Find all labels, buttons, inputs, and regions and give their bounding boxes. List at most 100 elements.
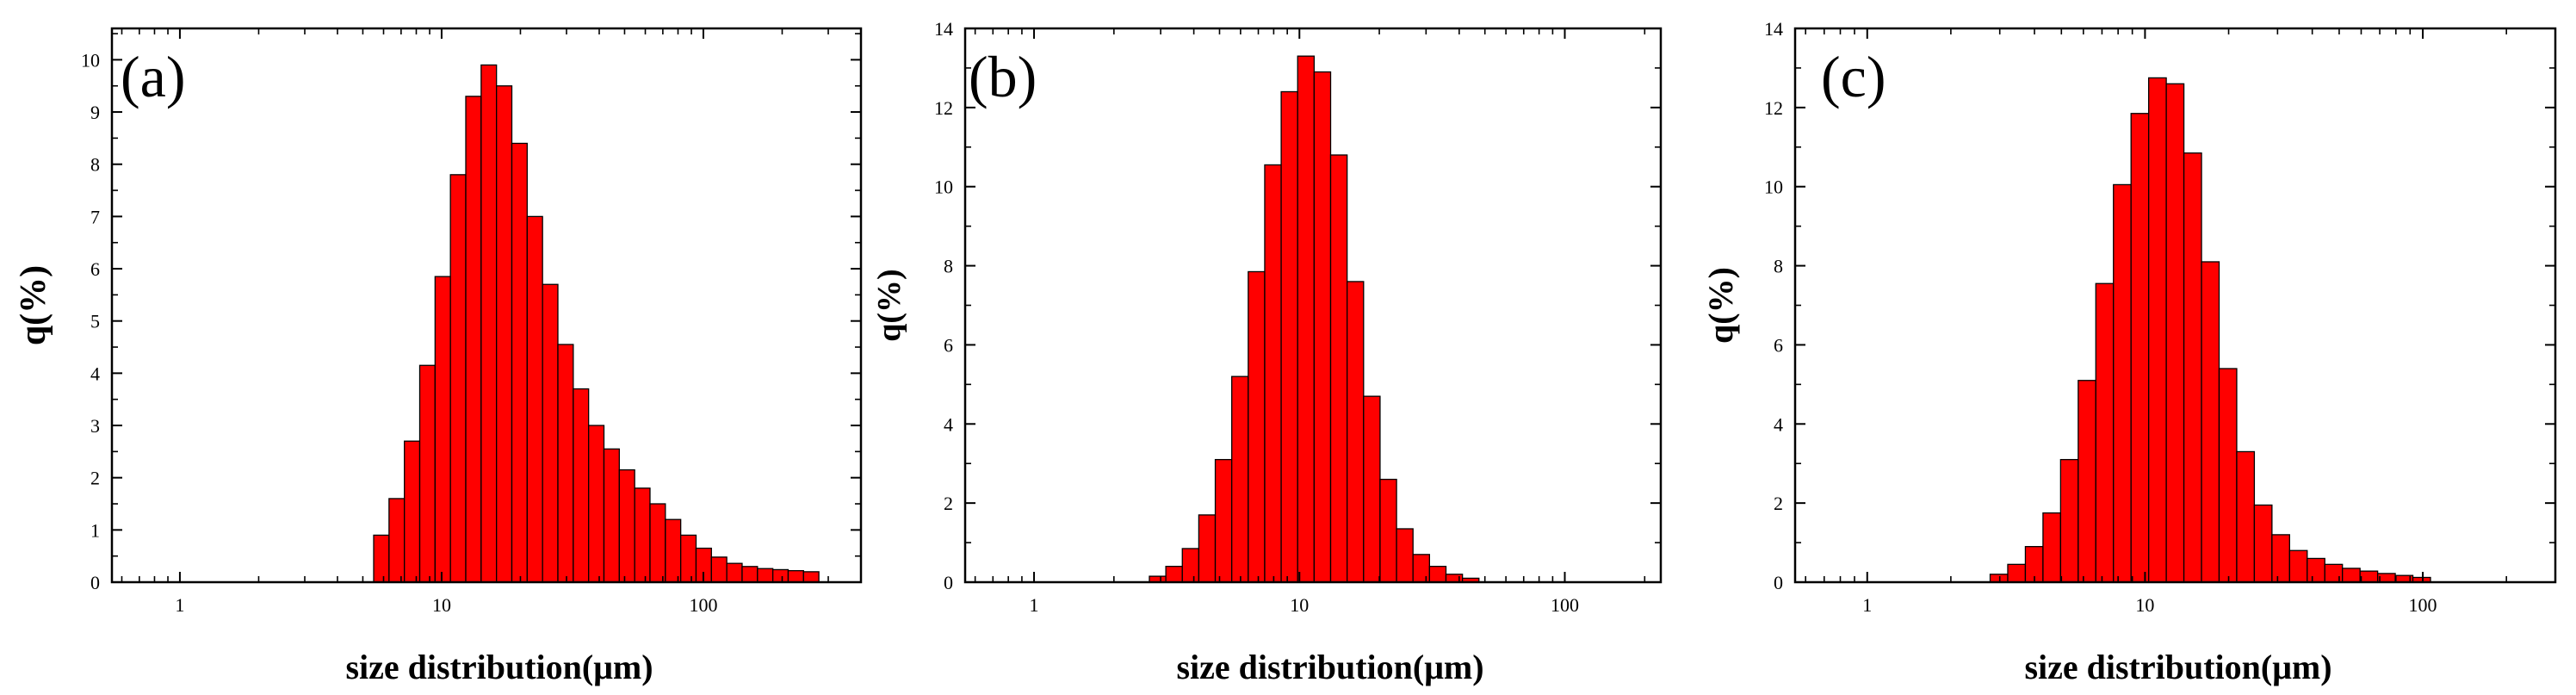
bar xyxy=(2059,458,2079,583)
bar xyxy=(634,487,651,583)
bar xyxy=(1280,90,1298,583)
bar xyxy=(526,215,543,583)
x-axis-label: size distribution(μm) xyxy=(1176,648,1483,686)
bar xyxy=(1379,478,1397,583)
y-tick-label: 2 xyxy=(944,493,953,514)
bar xyxy=(649,503,666,583)
y-tick-label: 8 xyxy=(90,154,100,176)
bar xyxy=(618,469,635,583)
y-tick-label: 1 xyxy=(90,519,100,541)
bar xyxy=(1347,281,1365,583)
bar xyxy=(726,562,743,583)
y-tick-label: 4 xyxy=(1774,413,1783,435)
bar xyxy=(1412,554,1430,583)
bar xyxy=(2218,368,2238,583)
x-tick-label: 1 xyxy=(175,594,184,616)
bar xyxy=(771,568,790,583)
bar xyxy=(2236,450,2256,583)
y-tick-label: 14 xyxy=(934,18,953,40)
y-tick-label: 12 xyxy=(1764,97,1783,119)
x-axis-label: size distribution(μm) xyxy=(2024,648,2331,686)
bar xyxy=(2271,534,2290,583)
bar xyxy=(2148,77,2167,583)
bars xyxy=(373,64,820,583)
bar xyxy=(757,568,774,583)
x-tick-label: 1 xyxy=(1030,594,1039,616)
y-tick-label: 3 xyxy=(90,415,100,437)
bar xyxy=(1214,458,1233,583)
y-tick-label: 8 xyxy=(944,256,953,277)
bar xyxy=(710,556,728,583)
bar xyxy=(603,448,620,583)
bar xyxy=(665,518,682,583)
bars xyxy=(1149,55,1480,583)
x-tick-label: 1 xyxy=(1862,594,1872,616)
y-tick-label: 7 xyxy=(90,206,100,227)
bar xyxy=(1313,71,1332,583)
y-tick-label: 8 xyxy=(1774,256,1783,277)
bar xyxy=(2183,152,2202,583)
y-tick-label: 4 xyxy=(90,363,100,384)
bar xyxy=(1329,154,1348,583)
bar xyxy=(787,570,804,583)
bar xyxy=(2130,113,2150,583)
y-ticks: 0 2 4 6 8 10 12 14 xyxy=(934,18,1661,593)
y-tick-label: 9 xyxy=(90,102,100,123)
bar xyxy=(2342,568,2361,583)
y-axis-label: q(%) xyxy=(14,265,53,345)
y-tick-label: 2 xyxy=(1774,493,1783,514)
y-tick-label: 6 xyxy=(1774,334,1783,356)
y-tick-label: 0 xyxy=(90,572,100,593)
bar xyxy=(480,64,498,583)
bar xyxy=(434,276,451,583)
bar xyxy=(1198,514,1217,583)
y-tick-label: 0 xyxy=(944,572,953,593)
bar xyxy=(1248,270,1266,583)
chart-panel-2: 0 2 4 6 8 10 12 14 1 10 100 q(%) size distribution(μ… xyxy=(871,18,1663,686)
bar xyxy=(2113,183,2132,583)
bar xyxy=(1297,55,1316,583)
y-tick-label: 0 xyxy=(1774,572,1783,593)
bar xyxy=(1181,548,1200,583)
bar xyxy=(373,534,390,583)
bar xyxy=(741,566,759,583)
bar xyxy=(588,425,605,583)
x-tick-label: 10 xyxy=(432,594,451,616)
y-tick-label: 4 xyxy=(944,413,953,435)
y-ticks: 0 1 2 3 4 5 6 7 8 9 10 xyxy=(81,33,861,593)
bar xyxy=(2078,380,2096,583)
bar xyxy=(2042,512,2062,583)
x-ticks: 1 10 100 xyxy=(121,28,862,616)
y-tick-label: 6 xyxy=(90,258,100,280)
bar xyxy=(542,283,559,583)
bar xyxy=(404,440,421,583)
bar xyxy=(418,364,436,583)
bar xyxy=(449,174,467,583)
x-tick-label: 10 xyxy=(2135,594,2154,616)
bar xyxy=(1264,164,1282,583)
chart-panel-1: 0 1 2 3 4 5 6 7 8 9 10 1 10 100 q(%) size distribution(… xyxy=(14,27,863,686)
chart-panel-3: 0 2 4 6 8 10 12 14 1 10 100 q(%) size distribution(μ… xyxy=(1701,18,2557,686)
bar xyxy=(1396,528,1414,583)
x-ticks: 1 10 100 xyxy=(1805,28,2556,616)
bar xyxy=(2095,282,2115,583)
bar xyxy=(388,498,406,583)
panel-label: (c) xyxy=(1821,44,1886,109)
bar xyxy=(2307,557,2325,583)
bar xyxy=(2253,504,2273,583)
bar xyxy=(1231,375,1249,583)
bar xyxy=(557,344,574,583)
bar xyxy=(1445,574,1464,583)
x-axis-label: size distribution(μm) xyxy=(345,648,653,686)
panel-label: (a) xyxy=(121,44,185,109)
y-tick-label: 14 xyxy=(1764,18,1783,40)
bar xyxy=(1989,574,2009,583)
bar xyxy=(2165,83,2185,583)
panel-label: (b) xyxy=(969,44,1037,109)
bar xyxy=(465,96,482,583)
bar xyxy=(2359,570,2379,583)
bar xyxy=(1165,565,1183,583)
plot-frame xyxy=(110,27,863,584)
